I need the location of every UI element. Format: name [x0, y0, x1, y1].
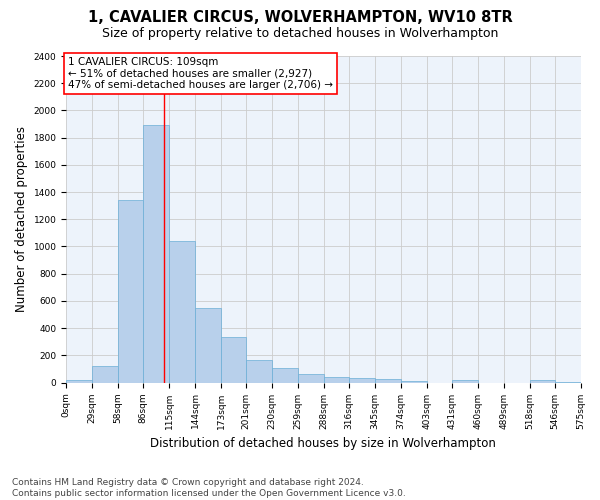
Bar — [349, 378, 375, 382]
Bar — [221, 337, 246, 382]
Bar — [375, 379, 401, 382]
Text: 1, CAVALIER CIRCUS, WOLVERHAMPTON, WV10 8TR: 1, CAVALIER CIRCUS, WOLVERHAMPTON, WV10 … — [88, 10, 512, 25]
Text: Contains HM Land Registry data © Crown copyright and database right 2024.
Contai: Contains HM Land Registry data © Crown c… — [12, 478, 406, 498]
Text: Size of property relative to detached houses in Wolverhampton: Size of property relative to detached ho… — [102, 28, 498, 40]
Bar — [401, 380, 427, 382]
Bar — [92, 366, 118, 382]
Bar — [66, 380, 92, 382]
X-axis label: Distribution of detached houses by size in Wolverhampton: Distribution of detached houses by size … — [151, 437, 496, 450]
Y-axis label: Number of detached properties: Number of detached properties — [15, 126, 28, 312]
Bar — [169, 241, 195, 382]
Bar — [118, 200, 143, 382]
Bar — [195, 308, 221, 382]
Bar — [530, 380, 554, 382]
Bar — [143, 126, 169, 382]
Bar — [324, 377, 349, 382]
Bar — [298, 374, 324, 382]
Bar — [452, 380, 478, 382]
Bar — [272, 368, 298, 382]
Bar — [246, 360, 272, 382]
Text: 1 CAVALIER CIRCUS: 109sqm
← 51% of detached houses are smaller (2,927)
47% of se: 1 CAVALIER CIRCUS: 109sqm ← 51% of detac… — [68, 56, 333, 90]
